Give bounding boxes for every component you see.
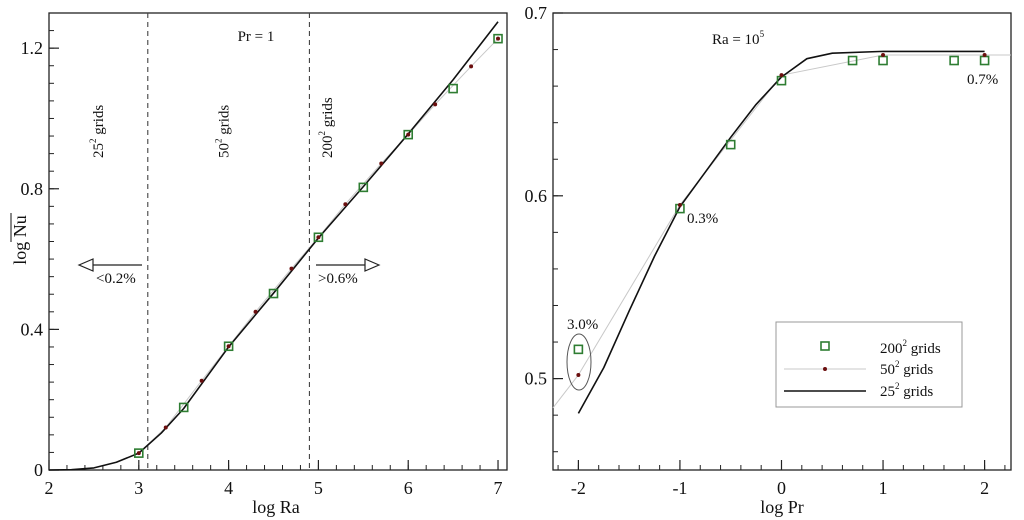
left-arrow-label: <0.2% [96,271,136,287]
x-tick-label: -1 [672,478,687,498]
x-tick-label: 4 [224,478,233,498]
left-y-axis-label: log Nu [10,213,30,265]
right-plot: -2 -1 0 1 2 0.5 0.6 0.7 Ra = 105 log Pr 3.0% 0.… [525,3,1012,517]
legend-box [775,321,963,408]
series-50-grid-marker [469,64,474,69]
series-50-grid-marker [226,344,231,349]
series-50-grid-marker [677,202,682,207]
right-plot-title: Ra = 105 [712,29,765,48]
series-25-grid-line [48,21,499,471]
series-50-grid-marker [576,372,581,377]
series-200-grid-marker [949,55,959,66]
series-50-grid-marker [433,102,438,107]
right-arrow-icon [364,258,381,272]
series-50-grid-marker [316,235,321,240]
y-tick-label: 1.2 [21,38,44,58]
series-200-grid-marker [573,344,584,355]
x-tick-label: 1 [879,478,888,498]
series-50-grid-marker [199,378,204,383]
series-200-grid-marker [878,55,888,66]
legend-entry-200: 2002 grids [880,338,941,357]
pct-high-label: 0.7% [967,72,998,88]
left-plot-frame [48,12,508,471]
series-200-grid-marker [725,139,736,150]
right-arrow-label: >0.6% [318,271,358,287]
y-tick-label: 0.4 [21,319,44,339]
series-50-grid-line [138,38,499,454]
legend: 2002 grids 502 grids 252 grids [775,321,963,408]
x-tick-label: 2 [980,478,989,498]
x-tick-label: 6 [404,478,413,498]
left-plot: 2 3 4 5 6 7 0 0.4 0.8 1.2 Pr = 1 log Ra log Nu 25… [10,12,508,517]
grid-region-label: 2002 grids [317,97,336,158]
y-tick-label: 0.7 [525,3,548,23]
series-200-grid-marker [223,341,234,352]
series-200-grid-marker [313,232,324,243]
series-200-grid-marker [403,129,414,140]
left-arrow-annotation: <0.2% [77,258,142,287]
x-tick-label: 2 [45,478,54,498]
left-arrow-icon [77,258,94,272]
grid-region-label: 502 grids [214,105,233,158]
highlight-ellipse [566,333,592,391]
y-tick-label: 0.5 [525,369,548,389]
y-tick-label: 0 [34,460,43,480]
series-50-grid-marker [253,309,258,314]
series-50-grid-marker [289,266,294,271]
pct-low-label: 3.0% [567,317,598,333]
x-tick-label: 5 [314,478,323,498]
series-200-grid-marker [847,55,858,66]
series-50-grid-marker [406,132,411,137]
pct-mid-label: 0.3% [687,211,718,227]
series-50-grid-marker [379,161,384,166]
y-tick-label: 0.8 [21,179,44,199]
series-50-grid-marker [136,451,141,456]
series-50-grid-marker [163,425,168,430]
y-tick-label: 0.6 [525,186,548,206]
series-200-grid-marker [979,55,990,66]
series-200-grid-marker [448,83,458,94]
series-25-grid-line [577,50,985,414]
left-x-axis-label: log Ra [252,497,300,517]
x-tick-label: 0 [777,478,786,498]
series-50-grid-marker [779,73,784,78]
legend-entry-50: 502 grids [880,359,933,378]
series-200-grid-marker [134,448,144,458]
x-tick-label: 3 [134,478,143,498]
legend-dot-marker [823,367,827,371]
series-200-grid-marker [178,402,189,413]
x-tick-label: 7 [494,478,503,498]
series-50-grid-marker [881,53,886,58]
right-plot-title-sup: 5 [760,29,765,39]
left-plot-title: Pr = 1 [238,29,275,45]
series-50-grid-marker [343,202,348,207]
right-x-axis-label: log Pr [760,497,804,517]
x-tick-label: -2 [571,478,586,498]
grid-region-label: 252 grids [88,105,107,158]
legend-entry-25: 252 grids [880,381,933,400]
right-arrow-annotation: >0.6% [316,258,381,287]
legend-square-marker [820,341,830,351]
right-plot-title-base: Ra = 10 [712,32,760,48]
series-200-grid-marker [358,182,369,193]
series-200-grid-marker [268,288,279,299]
series-50-grid-marker [496,36,501,41]
left-y-axis-label-text: log Nu [10,215,30,265]
series-50-grid-marker [982,53,987,58]
series-200-grid-marker [493,33,503,44]
